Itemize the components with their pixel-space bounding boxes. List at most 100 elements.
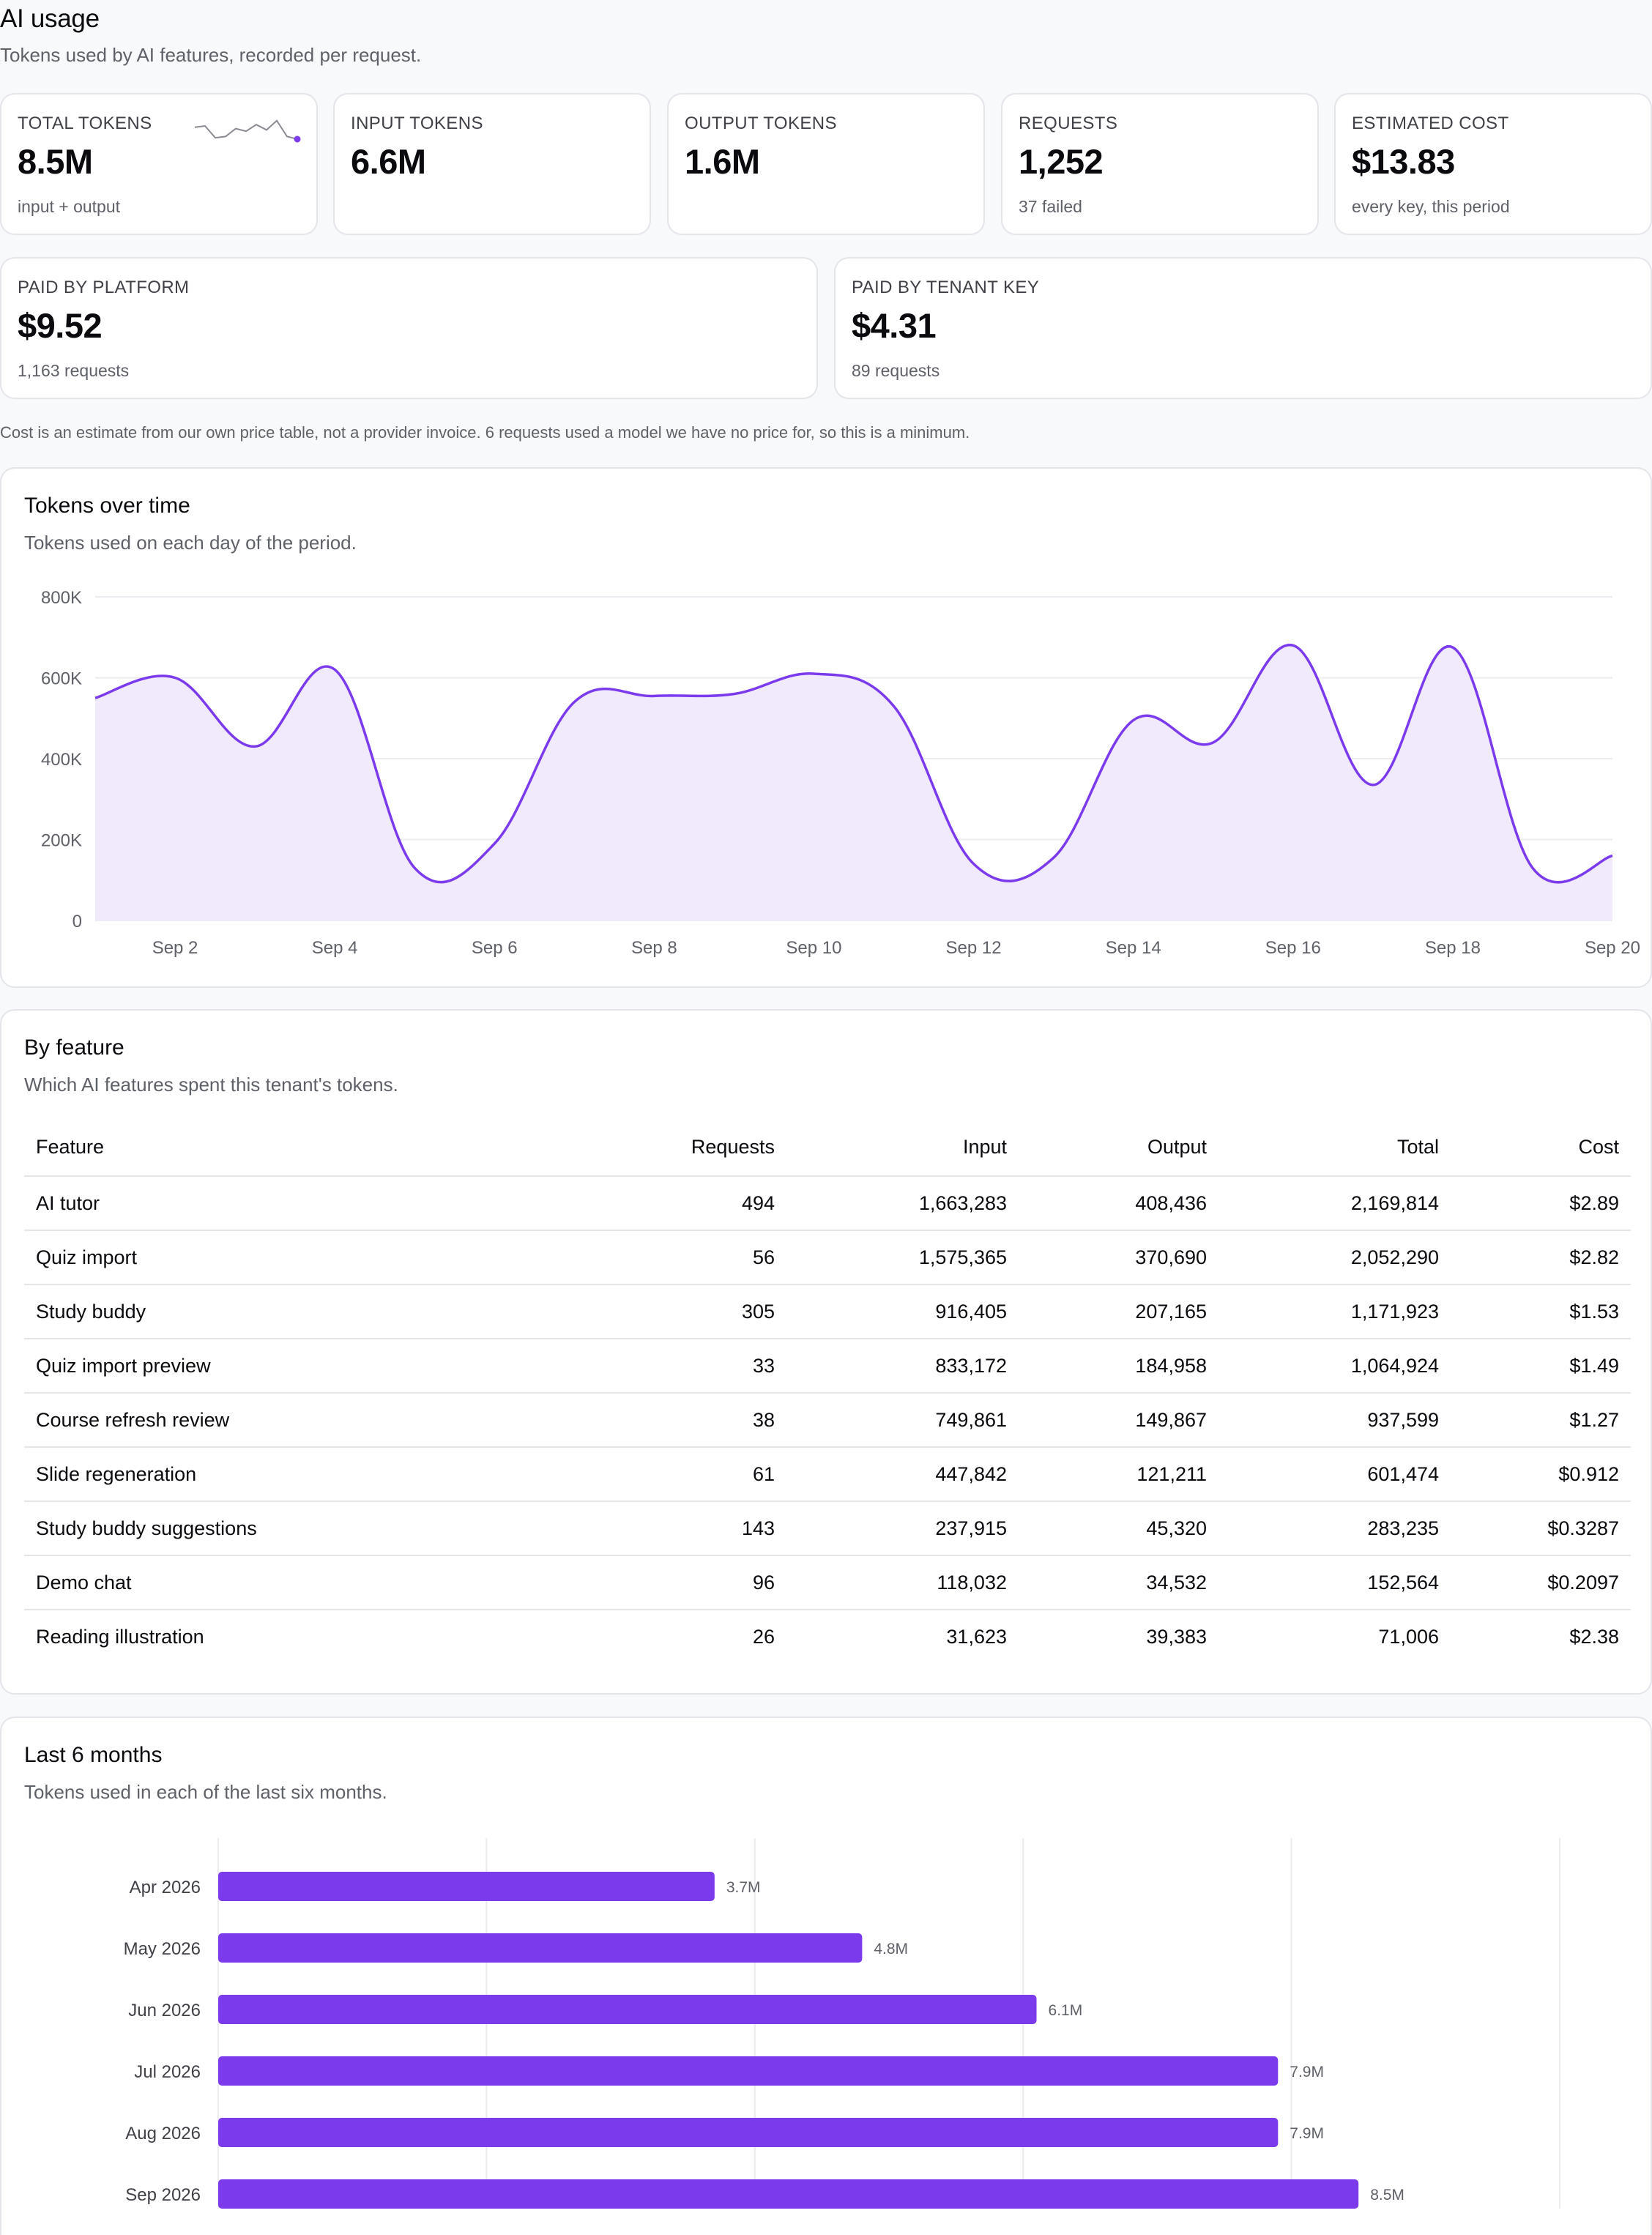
cell-requests: 33 bbox=[425, 1339, 786, 1394]
cell-requests: 38 bbox=[425, 1393, 786, 1448]
stat-value: 8.5M bbox=[18, 142, 93, 181]
tokens-over-time-chart: 0 200K 400K 600K 800K Sep 2 Sep 4 Sep 6 Sep 8 Sep… bbox=[41, 588, 1640, 958]
stat-hint: input + output bbox=[18, 197, 121, 216]
cell-cost: $0.912 bbox=[1451, 1447, 1631, 1502]
bar-value-label: 6.1M bbox=[1049, 2002, 1083, 2019]
bar-value-label: 7.9M bbox=[1290, 2125, 1324, 2142]
cell-total: 2,052,290 bbox=[1218, 1230, 1451, 1285]
stat-value: 1,252 bbox=[1019, 142, 1104, 181]
stat-label: PAID BY PLATFORM bbox=[18, 278, 190, 297]
cell-feature: Reading illustration bbox=[36, 1626, 204, 1648]
panel-subtitle: Tokens used in each of the last six mont… bbox=[24, 1781, 387, 1803]
cell-input: 31,623 bbox=[946, 1626, 1007, 1648]
x-tick-label: Sep 10 bbox=[786, 938, 841, 958]
panel-subtitle: Tokens used on each day of the period. bbox=[24, 532, 357, 554]
cell-input: 237,915 bbox=[786, 1501, 1019, 1556]
last-six-months-panel: Last 6 months Tokens used in each of the… bbox=[0, 1717, 1652, 2235]
cell-feature: Slide regeneration bbox=[24, 1447, 425, 1502]
stat-card-requests: REQUESTS 1,252 37 failed bbox=[1001, 93, 1319, 235]
stat-card-paid-by-platform: PAID BY PLATFORM $9.52 1,163 requests bbox=[0, 257, 818, 399]
sparkline-path bbox=[194, 119, 298, 140]
cell-output: 39,383 bbox=[1146, 1626, 1207, 1648]
cell-total: 1,064,924 bbox=[1218, 1339, 1451, 1394]
cell-feature: Study buddy suggestions bbox=[24, 1501, 425, 1556]
stat-value: 1.6M bbox=[685, 142, 760, 181]
stat-hint: 89 requests bbox=[852, 361, 940, 380]
cost-note: Cost is an estimate from our own price t… bbox=[0, 423, 970, 442]
stat-value: $13.83 bbox=[1352, 142, 1455, 181]
cell-feature: Quiz import preview bbox=[24, 1339, 425, 1394]
bar bbox=[218, 1872, 715, 1901]
bar-category-label: Jun 2026 bbox=[128, 2001, 201, 2020]
stat-label: ESTIMATED COST bbox=[1352, 114, 1509, 133]
by-feature-panel: By feature Which AI features spent this … bbox=[0, 1009, 1652, 1695]
x-tick-label: Sep 6 bbox=[472, 938, 518, 958]
cell-cost: $1.49 bbox=[1451, 1339, 1631, 1394]
bar-value-label: 8.5M bbox=[1370, 2187, 1404, 2204]
stat-hint: every key, this period bbox=[1352, 197, 1510, 216]
bar bbox=[218, 2179, 1359, 2209]
cell-requests: 305 bbox=[425, 1284, 786, 1339]
stat-label: PAID BY TENANT KEY bbox=[852, 278, 1040, 297]
stat-label: TOTAL TOKENS bbox=[18, 114, 152, 133]
cell-total: 937,599 bbox=[1218, 1393, 1451, 1448]
stat-value: 6.6M bbox=[351, 142, 426, 181]
stat-card-output-tokens: OUTPUT TOKENS 1.6M bbox=[667, 93, 985, 235]
cell-requests: 56 bbox=[425, 1230, 786, 1285]
bar-category-label: Sep 2026 bbox=[125, 2185, 201, 2205]
x-tick-label: Sep 20 bbox=[1585, 938, 1640, 958]
cell-feature: Demo chat bbox=[24, 1555, 425, 1610]
last-six-months-chart: Apr 2026 3.7M May 2026 4.8M Jun 2026 6.1M Jul … bbox=[124, 1838, 1560, 2209]
bar bbox=[218, 1933, 863, 1963]
x-tick-label: Sep 4 bbox=[312, 938, 358, 958]
stat-card-input-tokens: INPUT TOKENS 6.6M bbox=[333, 93, 651, 235]
y-tick-label: 200K bbox=[41, 831, 82, 851]
cell-cost: $1.27 bbox=[1451, 1393, 1631, 1448]
bar bbox=[218, 1995, 1037, 2024]
cell-feature: AI tutor bbox=[24, 1176, 425, 1231]
cell-output: 121,211 bbox=[1019, 1447, 1218, 1502]
y-tick-label: 800K bbox=[41, 588, 82, 608]
y-tick-label: 0 bbox=[72, 912, 82, 931]
cell-requests: 26 bbox=[752, 1626, 775, 1648]
table-row: Course refresh review 38 749,861 149,867 937… bbox=[24, 1393, 1631, 1448]
cell-cost: $0.2097 bbox=[1451, 1555, 1631, 1610]
cell-total: 601,474 bbox=[1218, 1447, 1451, 1502]
table-row: Slide regeneration 61 447,842 121,211 601,47… bbox=[24, 1447, 1631, 1502]
cell-total: 283,235 bbox=[1218, 1501, 1451, 1556]
cell-input: 916,405 bbox=[786, 1284, 1019, 1339]
cell-output: 184,958 bbox=[1019, 1339, 1218, 1394]
stat-value: $4.31 bbox=[852, 306, 937, 345]
page-title: AI usage bbox=[0, 4, 100, 33]
stat-value: $9.52 bbox=[18, 306, 103, 345]
bar-category-label: Jul 2026 bbox=[134, 2062, 201, 2082]
cell-input: 447,842 bbox=[786, 1447, 1019, 1502]
bar-category-label: Apr 2026 bbox=[130, 1878, 201, 1897]
x-tick-label: Sep 12 bbox=[946, 938, 1002, 958]
cell-output: 408,436 bbox=[1019, 1176, 1218, 1231]
column-header-requests: Requests bbox=[425, 1119, 786, 1177]
stat-hint: 37 failed bbox=[1019, 197, 1082, 216]
cell-input: 1,575,365 bbox=[786, 1230, 1019, 1285]
table-row: Study buddy suggestions 143 237,915 45,320 2… bbox=[24, 1501, 1631, 1556]
table-row: Reading illustration 26 31,623 39,383 71,006… bbox=[24, 1610, 1631, 1664]
stat-card-estimated-cost: ESTIMATED COST $13.83 every key, this pe… bbox=[1334, 93, 1652, 235]
x-tick-label: Sep 16 bbox=[1265, 938, 1321, 958]
x-tick-label: Sep 14 bbox=[1106, 938, 1161, 958]
cell-requests: 61 bbox=[425, 1447, 786, 1502]
cell-cost: $0.3287 bbox=[1451, 1501, 1631, 1556]
cell-requests: 143 bbox=[425, 1501, 786, 1556]
x-tick-label: Sep 2 bbox=[152, 938, 198, 958]
panel-title: By feature bbox=[24, 1035, 124, 1060]
cell-total: 71,006 bbox=[1378, 1626, 1439, 1648]
stat-card-paid-by-tenant-key: PAID BY TENANT KEY $4.31 89 requests bbox=[834, 257, 1652, 399]
table-row: Quiz import 56 1,575,365 370,690 2,052,290 $2… bbox=[24, 1230, 1631, 1285]
bar bbox=[218, 2056, 1279, 2086]
bar-category-label: Aug 2026 bbox=[125, 2124, 201, 2143]
x-tick-label: Sep 8 bbox=[631, 938, 677, 958]
cell-output: 370,690 bbox=[1019, 1230, 1218, 1285]
cell-feature: Study buddy bbox=[24, 1284, 425, 1339]
y-tick-label: 600K bbox=[41, 669, 82, 689]
cell-feature: Quiz import bbox=[24, 1230, 425, 1285]
tokens-line bbox=[94, 644, 1613, 884]
